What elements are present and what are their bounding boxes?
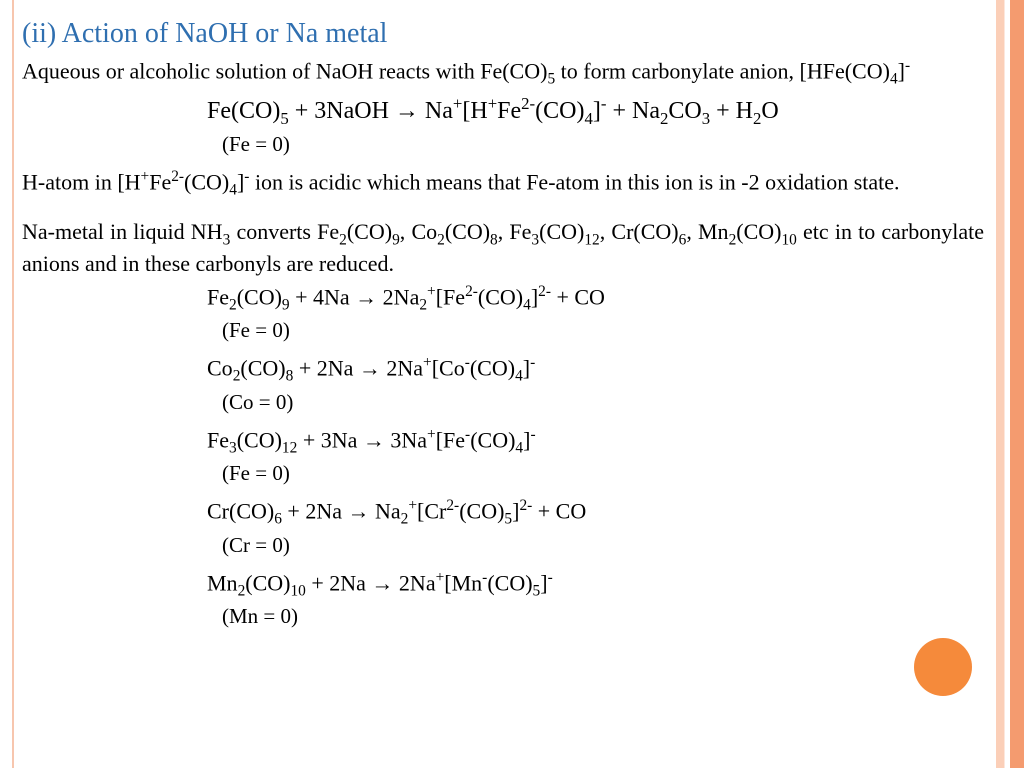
equation-5-note: (Cr = 0) (222, 533, 984, 558)
equation-2: Fe2(CO)9 + 4Na → 2Na2+[Fe2-(CO)4]2- + CO (207, 282, 984, 317)
equation-list: Fe2(CO)9 + 4Na → 2Na2+[Fe2-(CO)4]2- + CO… (22, 282, 984, 630)
para1-sub4: 4 (890, 71, 898, 88)
section-heading: (ii) Action of NaOH or Na metal (22, 18, 984, 50)
equation-1: Fe(CO)5 + 3NaOH → Na+[H+Fe2-(CO)4]- + Na… (207, 93, 984, 130)
equation-4: Fe3(CO)12 + 3Na → 3Na+[Fe-(CO)4]- (207, 425, 984, 460)
paragraph-3: Na-metal in liquid NH3 converts Fe2(CO)9… (22, 218, 984, 277)
slide-content: (ii) Action of NaOH or Na metal Aqueous … (22, 18, 984, 639)
equation-3-note: (Co = 0) (222, 390, 984, 415)
paragraph-2: H-atom in [H+Fe2-(CO)4]- ion is acidic w… (22, 167, 984, 200)
equation-6: Mn2(CO)10 + 2Na → 2Na+[Mn-(CO)5]- (207, 568, 984, 603)
equation-6-note: (Mn = 0) (222, 604, 984, 629)
para1-part-c: ] (898, 58, 905, 83)
para1-part-b: to form carbonylate anion, [HFe(CO) (555, 58, 890, 83)
right-border-stripes (996, 0, 1024, 768)
equation-1-note: (Fe = 0) (222, 132, 984, 157)
paragraph-1: Aqueous or alcoholic solution of NaOH re… (22, 56, 984, 89)
para1-sup: - (905, 57, 910, 74)
equation-3: Co2(CO)8 + 2Na → 2Na+[Co-(CO)4]- (207, 353, 984, 388)
orange-circle-decoration (914, 638, 972, 696)
equation-4-note: (Fe = 0) (222, 461, 984, 486)
para1-sub5: 5 (547, 71, 555, 88)
equation-5: Cr(CO)6 + 2Na → Na2+[Cr2-(CO)5]2- + CO (207, 496, 984, 531)
equation-2-note: (Fe = 0) (222, 318, 984, 343)
para1-part-a: Aqueous or alcoholic solution of NaOH re… (22, 58, 547, 83)
left-border-line (12, 0, 14, 768)
